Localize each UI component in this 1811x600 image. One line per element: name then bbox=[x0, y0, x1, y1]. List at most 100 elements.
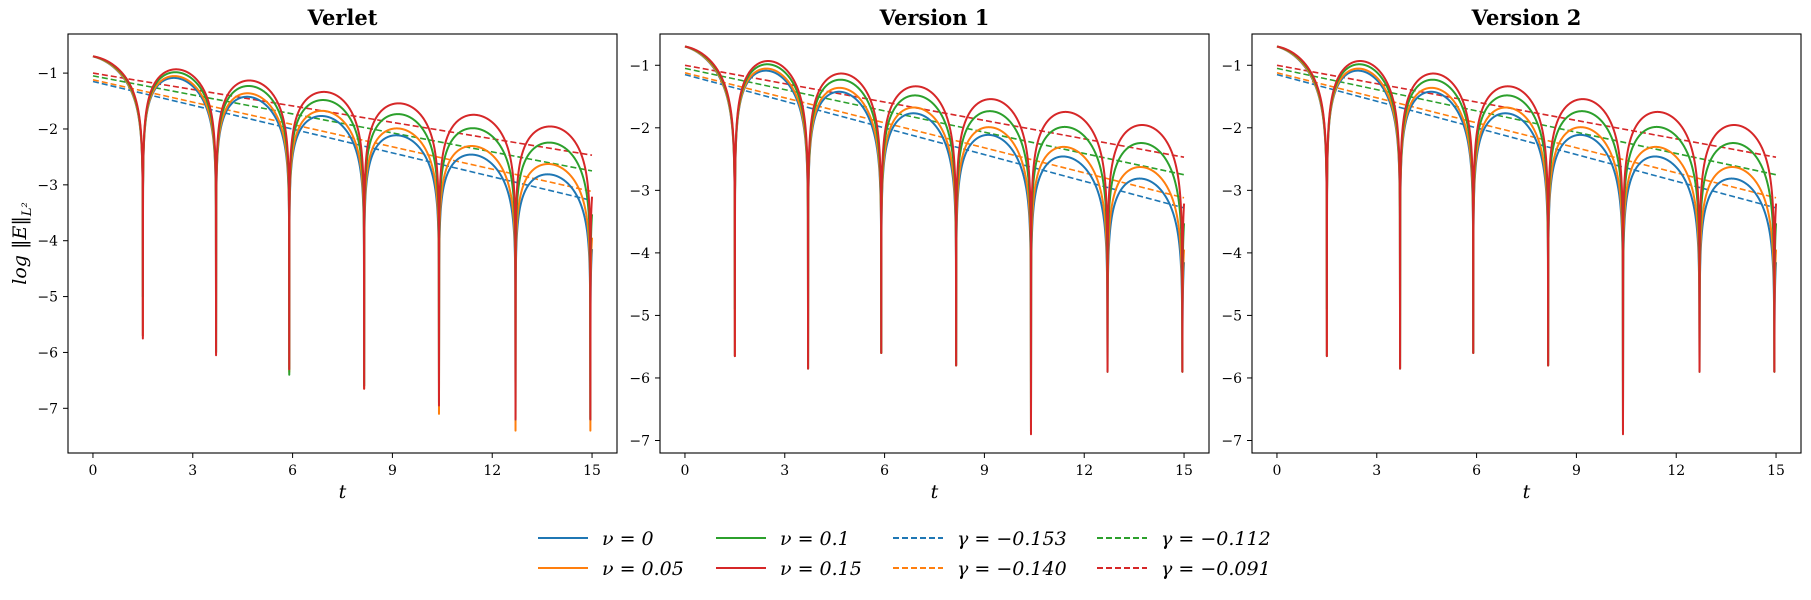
x-tick-label: 0 bbox=[88, 463, 97, 479]
y-tick-label: −5 bbox=[37, 290, 58, 306]
series-line--0.15 bbox=[92, 55, 594, 421]
legend: ν = 0 ν = 0.05 ν = 0.1 ν = 0.15 γ = −0.153 γ … bbox=[538, 528, 1271, 580]
x-tick-label: 3 bbox=[188, 463, 197, 479]
series-line--0 bbox=[1276, 45, 1778, 433]
legend-item: γ = −0.091 bbox=[1097, 558, 1271, 580]
axes-frame bbox=[1251, 33, 1802, 454]
axes-frame bbox=[67, 33, 618, 454]
y-tick-label: −5 bbox=[629, 308, 650, 324]
legend-label: ν = 0.1 bbox=[780, 528, 850, 550]
series-line--0.091 bbox=[684, 64, 1185, 158]
y-axis-label-subscript: L² bbox=[20, 202, 35, 217]
series-line--0.140 bbox=[92, 79, 593, 193]
x-tick-label: 9 bbox=[980, 463, 989, 479]
y-tick-label: −2 bbox=[37, 122, 58, 138]
series-line--0.15 bbox=[684, 45, 1186, 436]
series-line--0.1 bbox=[1276, 45, 1778, 433]
x-tick-label: 15 bbox=[1175, 463, 1193, 479]
y-tick-label: −1 bbox=[629, 58, 650, 74]
legend-label: ν = 0 bbox=[602, 528, 654, 550]
legend-item: ν = 0.1 bbox=[716, 528, 850, 550]
y-tick-label: −3 bbox=[37, 178, 58, 194]
series-line--0.153 bbox=[684, 73, 1185, 209]
y-tick-label: −3 bbox=[629, 183, 650, 199]
y-tick-label: −6 bbox=[37, 345, 58, 361]
series-line--0.15 bbox=[1276, 45, 1778, 436]
y-tick-label: −2 bbox=[629, 121, 650, 137]
y-tick-label: −5 bbox=[1221, 308, 1242, 324]
legend-item: ν = 0.05 bbox=[538, 558, 684, 580]
legend-item: ν = 0.15 bbox=[716, 558, 862, 580]
plot-area bbox=[1276, 45, 1778, 436]
y-tick-label: −1 bbox=[1221, 58, 1242, 74]
x-tick-label: 6 bbox=[880, 463, 889, 479]
legend-item: γ = −0.112 bbox=[1097, 528, 1271, 550]
legend-label: ν = 0.15 bbox=[780, 558, 862, 580]
x-axis-label: t bbox=[1523, 481, 1531, 503]
legend-label: ν = 0.05 bbox=[602, 558, 684, 580]
series-line--0.1 bbox=[92, 55, 594, 421]
series-line--0.1 bbox=[684, 45, 1186, 433]
series-line--0.05 bbox=[1276, 45, 1778, 433]
y-tick-label: −7 bbox=[1221, 433, 1242, 449]
y-axis-label-main: log ‖E‖ bbox=[9, 216, 31, 285]
x-tick-label: 15 bbox=[583, 463, 601, 479]
series-line--0 bbox=[684, 45, 1186, 433]
y-tick-label: −3 bbox=[1221, 183, 1242, 199]
series-line--0.140 bbox=[1276, 72, 1777, 199]
legend-label: γ = −0.091 bbox=[1161, 558, 1271, 580]
series-line--0.05 bbox=[684, 45, 1186, 433]
x-tick-label: 6 bbox=[288, 463, 297, 479]
chart-title: Version 2 bbox=[1471, 5, 1582, 30]
legend-label: γ = −0.153 bbox=[957, 528, 1067, 550]
y-tick-label: −4 bbox=[1221, 246, 1242, 262]
y-tick-label: −6 bbox=[629, 371, 650, 387]
x-tick-label: 12 bbox=[1667, 463, 1685, 479]
x-tick-label: 3 bbox=[780, 463, 789, 479]
x-tick-label: 9 bbox=[1572, 463, 1581, 479]
chart-panel-2: 0 3 6 9 12 15 −1 −2 −3 −4 −5 −6 −7 Version 1 t bbox=[629, 5, 1210, 503]
series-line--0.153 bbox=[92, 80, 593, 202]
series-line--0.112 bbox=[684, 67, 1185, 176]
series-line--0.112 bbox=[92, 75, 593, 172]
legend-label: γ = −0.140 bbox=[957, 558, 1067, 580]
x-tick-label: 12 bbox=[483, 463, 501, 479]
chart-title: Version 1 bbox=[879, 5, 990, 30]
panels: 0 3 6 9 12 15 −1 −2 −3 −4 −5 −6 −7 Verlet t log ‖E‖L² 0 3… bbox=[9, 5, 1802, 503]
chart-panel-3: 0 3 6 9 12 15 −1 −2 −3 −4 −5 −6 −7 Version 2 t bbox=[1221, 5, 1802, 503]
series-line--0 bbox=[92, 55, 594, 421]
legend-item: γ = −0.153 bbox=[893, 528, 1067, 550]
x-axis-label: t bbox=[339, 481, 347, 503]
series-line--0.112 bbox=[1276, 67, 1777, 176]
series-line--0.140 bbox=[684, 72, 1185, 199]
x-tick-label: 6 bbox=[1472, 463, 1481, 479]
x-tick-label: 0 bbox=[1272, 463, 1281, 479]
x-axis-label: t bbox=[931, 481, 939, 503]
series-line--0.091 bbox=[1276, 64, 1777, 158]
legend-item: ν = 0 bbox=[538, 528, 654, 550]
plot-area bbox=[92, 55, 594, 432]
series-line--0.153 bbox=[1276, 73, 1777, 209]
y-tick-label: −1 bbox=[37, 66, 58, 82]
x-tick-label: 0 bbox=[680, 463, 689, 479]
y-tick-label: −4 bbox=[37, 234, 58, 250]
series-line--0.091 bbox=[92, 72, 593, 156]
y-tick-label: −2 bbox=[1221, 121, 1242, 137]
x-tick-label: 9 bbox=[388, 463, 397, 479]
x-tick-label: 3 bbox=[1372, 463, 1381, 479]
y-tick-label: −7 bbox=[629, 433, 650, 449]
legend-item: γ = −0.140 bbox=[893, 558, 1067, 580]
y-tick-label: −7 bbox=[37, 401, 58, 417]
x-tick-label: 15 bbox=[1767, 463, 1785, 479]
y-tick-label: −4 bbox=[629, 246, 650, 262]
chart-panel-1: 0 3 6 9 12 15 −1 −2 −3 −4 −5 −6 −7 Verlet t log ‖E‖L² bbox=[9, 5, 618, 503]
y-axis-label: log ‖E‖L² bbox=[9, 202, 35, 284]
legend-label: γ = −0.112 bbox=[1161, 528, 1271, 550]
y-tick-label: −6 bbox=[1221, 371, 1242, 387]
series-line--0.05 bbox=[92, 55, 594, 432]
axes-frame bbox=[659, 33, 1210, 454]
plot-area bbox=[684, 45, 1186, 436]
chart-title: Verlet bbox=[307, 5, 378, 30]
x-tick-label: 12 bbox=[1075, 463, 1093, 479]
